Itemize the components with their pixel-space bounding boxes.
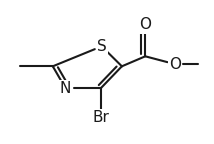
Text: O: O <box>169 57 181 72</box>
Text: O: O <box>139 17 151 32</box>
Text: N: N <box>60 81 71 96</box>
Text: Br: Br <box>92 110 109 125</box>
Text: S: S <box>97 39 107 54</box>
